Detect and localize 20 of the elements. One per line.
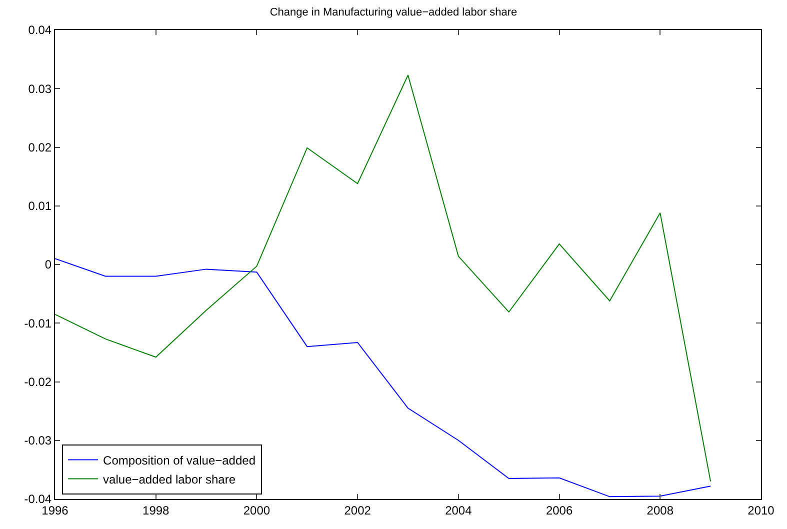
y-tick-label: 0 — [44, 258, 52, 272]
x-tick-label: 2010 — [748, 503, 775, 518]
x-tick-label: 2006 — [546, 503, 573, 518]
y-tick-label: 0.02 — [28, 140, 52, 154]
y-tick-label: -0.02 — [24, 374, 52, 389]
legend-label: Composition of value−added — [103, 453, 256, 468]
x-tick-label: 2000 — [243, 503, 270, 518]
x-tick-label: 2008 — [646, 503, 674, 518]
x-tick-label: 1998 — [142, 503, 170, 518]
y-tick-label: 0.04 — [28, 23, 52, 38]
y-tick-label: 0.03 — [28, 82, 52, 96]
y-tick-label: -0.01 — [24, 316, 52, 330]
y-tick-label: 0.01 — [28, 199, 52, 214]
y-tick-label: -0.03 — [24, 434, 52, 448]
line-series — [55, 74, 712, 482]
chart-title: Change in Manufacturing value−added labor share — [270, 6, 518, 19]
x-tick-label: 2004 — [445, 503, 472, 518]
legend-label: value−added labor share — [103, 472, 236, 486]
line-series — [55, 258, 712, 498]
x-tick-label: 2002 — [344, 503, 372, 518]
